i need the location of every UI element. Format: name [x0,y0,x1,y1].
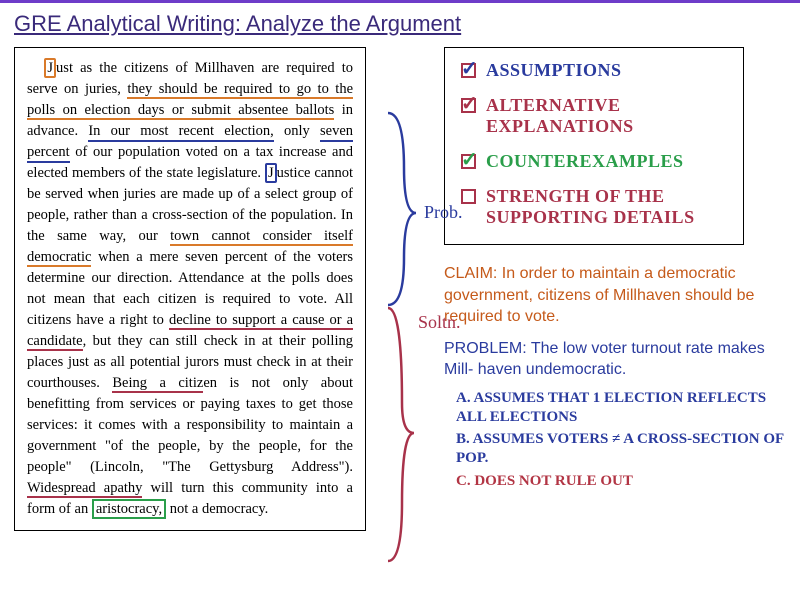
checkbox-icon: ✓ [461,154,476,169]
handwritten-list: A. Assumes that 1 election reflects all … [384,385,786,491]
checklist-label: COUNTEREXAMPLES [486,151,684,172]
checkbox-icon: ✓ [461,98,476,113]
handwritten-note: A. Assumes that 1 election reflects all … [456,389,786,427]
passage-text: Just as the citizens of Millhaven are re… [27,58,353,520]
page-title: GRE Analytical Writing: Analyze the Argu… [0,3,800,47]
checklist-item: ✓ ALTERNATIVE EXPLANATIONS [461,95,727,137]
checklist-label: STRENGTH OF THE SUPPORTING DETAILS [486,186,727,228]
check-mark-icon: ✓ [461,147,478,172]
passage-box: Just as the citizens of Millhaven are re… [14,47,366,531]
claim-text: CLAIM: In order to maintain a democratic… [444,263,764,328]
check-mark-icon: ✓ [461,91,478,116]
handwritten-note: C. Does not rule out [456,472,786,491]
handwritten-note: B. Assumes voters ≠ a cross-section of p… [456,430,786,468]
checklist-box: ✓ ASSUMPTIONS ✓ ALTERNATIVE EXPLANATIONS ✓ CO… [444,47,744,245]
main-layout: Just as the citizens of Millhaven are re… [0,47,800,531]
checklist-label: ASSUMPTIONS [486,60,622,81]
checklist-item: ✓ COUNTEREXAMPLES [461,151,727,172]
checkbox-icon: ✓ [461,63,476,78]
checklist-item: ✓ ASSUMPTIONS [461,60,727,81]
checklist-label: ALTERNATIVE EXPLANATIONS [486,95,727,137]
check-mark-icon: ✓ [461,56,478,81]
checklist-item: STRENGTH OF THE SUPPORTING DETAILS [461,186,727,228]
right-column: ✓ ASSUMPTIONS ✓ ALTERNATIVE EXPLANATIONS ✓ CO… [384,47,786,531]
checkbox-icon [461,189,476,204]
problem-text: PROBLEM: The low voter turnout rate make… [444,338,784,381]
